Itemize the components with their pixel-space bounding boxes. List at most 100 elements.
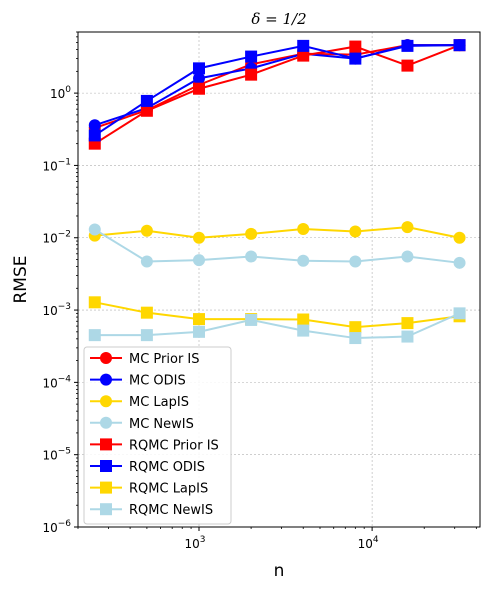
series-rqmc-newis [88, 307, 466, 345]
legend-item: RQMC ODIS [90, 460, 205, 475]
legend-item: RQMC NewIS [90, 503, 213, 518]
data-point [297, 324, 310, 337]
data-point [88, 296, 101, 309]
legend-label: MC NewIS [129, 417, 194, 432]
series-rqmc-odis [88, 39, 466, 142]
legend-marker [100, 481, 112, 494]
legend-marker [100, 460, 112, 472]
legend-label: RQMC NewIS [129, 503, 213, 518]
y-tick-label: 10−1 [42, 157, 71, 173]
x-tick-label: 104 [358, 535, 379, 551]
y-tick-label: 100 [50, 85, 71, 101]
legend-marker [100, 395, 112, 408]
data-point [453, 39, 466, 52]
data-point [88, 129, 101, 142]
legend-marker [100, 352, 112, 364]
y-axis-label: RMSE [11, 255, 31, 303]
data-point [297, 223, 310, 236]
data-point [88, 329, 101, 342]
series-line [94, 226, 460, 239]
legend-marker [100, 373, 112, 386]
data-point [192, 62, 205, 75]
data-point [349, 255, 362, 268]
legend-marker [100, 503, 112, 516]
data-point [245, 68, 258, 81]
data-point [453, 231, 466, 244]
plot-frame [77, 31, 481, 528]
data-point [297, 39, 310, 52]
data-point [349, 40, 362, 53]
data-point [297, 49, 310, 62]
data-point [88, 119, 101, 132]
legend-item: MC NewIS [90, 416, 194, 432]
legend-box [83, 346, 232, 525]
x-tick-label: 103 [184, 535, 205, 551]
data-point [140, 255, 153, 268]
data-point [245, 50, 258, 63]
data-point [349, 225, 362, 238]
chart-title: δ = 1/2 [251, 10, 306, 28]
legend-item: RQMC Prior IS [90, 438, 219, 453]
data-point [401, 317, 414, 330]
legend-item: MC LapIS [90, 395, 189, 410]
data-point [297, 313, 310, 326]
legend: MC Prior IS MC ODIS MC LapIS MC NewIS RQMC P… [83, 346, 232, 525]
legend-label: MC LapIS [129, 395, 189, 410]
legend-label: MC Prior IS [129, 352, 200, 367]
data-point [401, 221, 414, 234]
data-point [245, 250, 258, 263]
data-point [192, 313, 205, 326]
legend-label: MC ODIS [129, 374, 186, 389]
legend-label: RQMC LapIS [129, 482, 208, 497]
legend-marker [100, 438, 112, 451]
data-point [297, 254, 310, 267]
data-point [192, 325, 205, 338]
series-line [94, 301, 460, 329]
data-point [192, 72, 205, 85]
y-tick-label: 10−5 [42, 447, 71, 463]
series-mc-newis [88, 223, 466, 269]
x-axis-label: n [274, 561, 285, 581]
legend-marker [100, 416, 112, 429]
series-line [94, 44, 460, 137]
series-line [94, 228, 460, 264]
data-point [401, 59, 414, 72]
data-point [245, 227, 258, 240]
data-point [245, 313, 258, 326]
series-mc-odis [88, 39, 466, 132]
data-point [192, 231, 205, 244]
series-mc-lapis [88, 221, 466, 244]
data-point [192, 254, 205, 267]
series-mc-prior-is [88, 39, 466, 134]
data-point [401, 250, 414, 263]
data-point [140, 329, 153, 342]
data-point [453, 256, 466, 269]
y-tick-label: 10−4 [42, 374, 71, 390]
legend-label: RQMC ODIS [129, 460, 205, 475]
series-line [94, 312, 460, 340]
data-point [140, 306, 153, 319]
axis-ticks: 10−6 10−5 10−4 10−3 10−2 10−1 100 103 104 [42, 31, 477, 551]
legend-item: MC Prior IS [90, 352, 200, 367]
y-tick-label: 10−3 [42, 302, 71, 318]
data-point [140, 94, 153, 107]
data-point [349, 52, 362, 65]
data-point [88, 223, 101, 236]
y-tick-label: 10−2 [42, 230, 71, 246]
data-point [453, 307, 466, 320]
data-point [349, 332, 362, 345]
legend-label: RQMC Prior IS [129, 438, 219, 453]
series-rqmc-prior-is [88, 39, 466, 150]
legend-item: MC ODIS [90, 373, 186, 389]
y-tick-label: 10−6 [42, 519, 71, 535]
legend-item: RQMC LapIS [90, 481, 208, 497]
series-line [94, 44, 460, 145]
series-rqmc-lapis [88, 296, 466, 334]
series-layer [88, 39, 466, 345]
data-point [349, 321, 362, 334]
data-point [401, 39, 414, 52]
data-point [192, 82, 205, 95]
data-point [140, 224, 153, 237]
data-point [401, 330, 414, 343]
